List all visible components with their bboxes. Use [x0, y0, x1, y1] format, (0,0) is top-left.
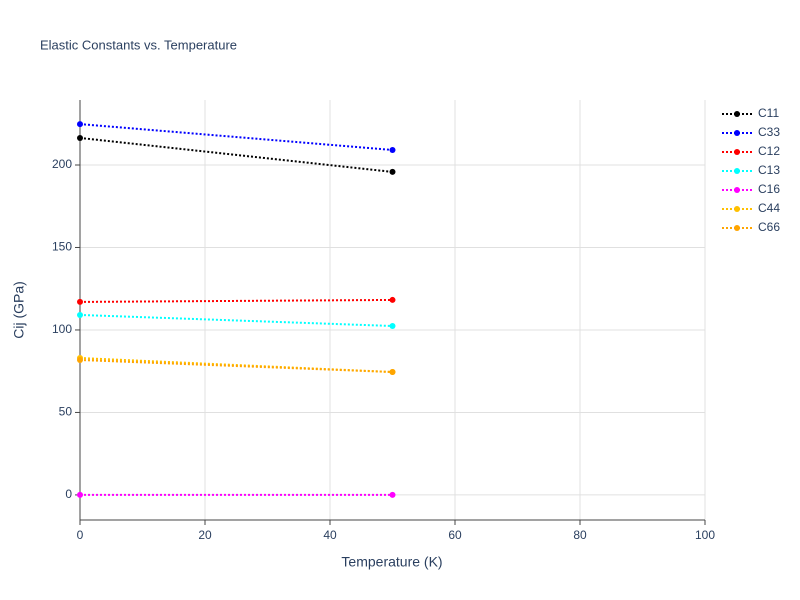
legend-marker [734, 206, 740, 212]
x-axis-title: Temperature (K) [341, 554, 442, 570]
y-tick-label: 50 [59, 405, 73, 419]
point [77, 134, 83, 141]
legend-label: C12 [758, 144, 780, 158]
legend-marker [734, 111, 740, 117]
x-tick-label: 40 [323, 528, 337, 542]
point [389, 296, 396, 303]
y-tick-label: 100 [52, 322, 72, 336]
point [389, 146, 396, 153]
legend-marker [734, 130, 740, 136]
legend-marker [734, 187, 740, 193]
y-tick-label: 200 [52, 157, 72, 171]
chart-title: Elastic Constants vs. Temperature [40, 37, 237, 52]
y-axis-title: Cij (GPa) [11, 281, 27, 339]
point [77, 121, 83, 128]
series-line [79, 136, 393, 173]
series-line [79, 313, 393, 328]
x-tick-label: 0 [77, 528, 84, 542]
series-line [79, 123, 393, 151]
x-tick-label: 20 [198, 528, 212, 542]
legend-label: C11 [758, 106, 779, 120]
x-tick-label: 80 [573, 528, 587, 542]
legend-label: C33 [758, 125, 780, 139]
series-line [79, 298, 393, 303]
legend-marker [734, 149, 740, 155]
point [389, 491, 396, 498]
series-line [79, 358, 393, 374]
x-tick-label: 100 [695, 528, 715, 542]
y-tick-label: 150 [52, 240, 72, 254]
point [77, 491, 83, 498]
point [389, 323, 396, 330]
y-tick-label: 0 [65, 487, 72, 501]
point [389, 369, 396, 376]
x-tick-label: 60 [448, 528, 462, 542]
legend-label: C16 [758, 182, 780, 196]
legend-label: C44 [758, 201, 780, 215]
legend-label: C13 [758, 163, 780, 177]
point [389, 168, 396, 175]
point [77, 298, 83, 305]
legend-label: C66 [758, 220, 780, 234]
point [77, 311, 83, 318]
legend-marker [734, 225, 740, 231]
point [77, 356, 83, 363]
legend-marker [734, 168, 740, 174]
